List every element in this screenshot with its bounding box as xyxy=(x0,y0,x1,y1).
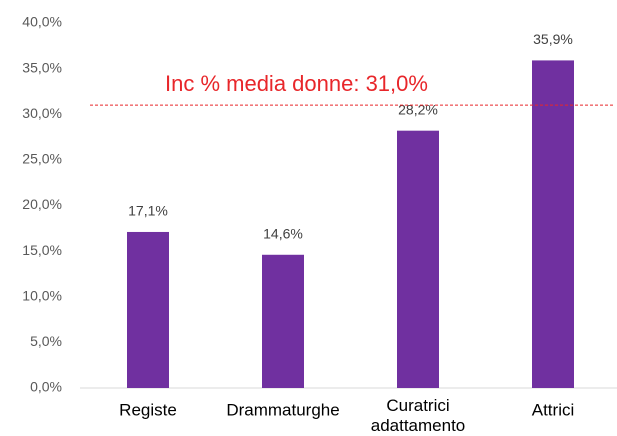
bar xyxy=(397,130,439,389)
x-tick-label: Drammaturghe xyxy=(226,400,339,419)
y-tick-label: 20,0% xyxy=(22,196,62,212)
x-tick-label: Curatrici adattamento xyxy=(371,396,466,435)
y-tick-label: 40,0% xyxy=(22,14,62,30)
value-label: 17,1% xyxy=(128,203,168,219)
x-tick-label: Attrici xyxy=(532,400,575,419)
reference-label: Inc % media donne: 31,0% xyxy=(165,71,428,96)
bar xyxy=(532,60,574,388)
y-tick-label: 5,0% xyxy=(30,333,62,349)
value-label: 28,2% xyxy=(398,101,438,117)
y-tick-label: 0,0% xyxy=(30,379,62,395)
x-tick-label: Registe xyxy=(119,400,177,419)
value-label: 14,6% xyxy=(263,225,303,241)
bar xyxy=(127,231,169,388)
y-tick-label: 10,0% xyxy=(22,287,62,303)
y-tick-label: 30,0% xyxy=(22,105,62,121)
y-tick-label: 25,0% xyxy=(22,151,62,167)
value-label: 35,9% xyxy=(533,31,573,47)
bar xyxy=(262,254,304,388)
y-tick-label: 15,0% xyxy=(22,242,62,258)
y-tick-label: 35,0% xyxy=(22,59,62,75)
